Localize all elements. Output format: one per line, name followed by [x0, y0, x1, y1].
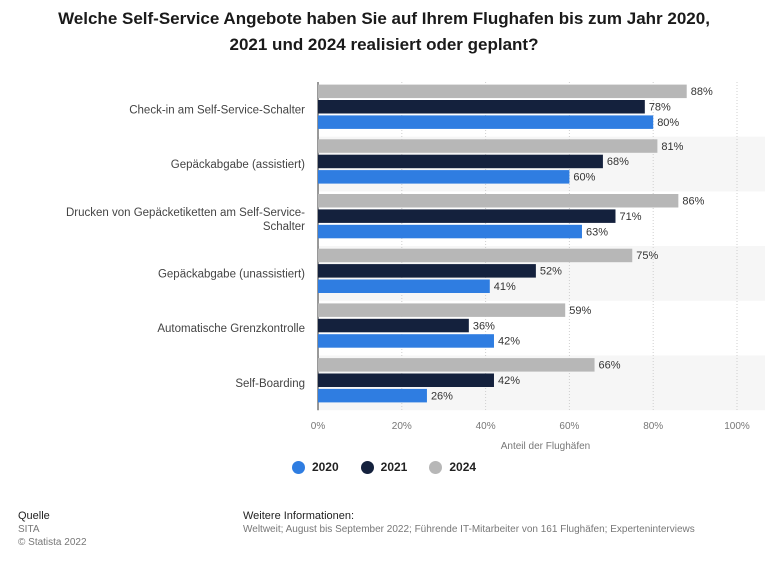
bar-2020 — [318, 224, 582, 239]
data-label-2024: 86% — [682, 196, 704, 208]
legend-label-2021: 2021 — [380, 460, 408, 474]
bar-chart: 0% 20% 40% 60% 80% 100% Anteil der Flughäfen Ch… — [65, 82, 750, 453]
bar-2021 — [318, 209, 616, 223]
bar-2020 — [318, 170, 570, 184]
legend-dot-2020 — [291, 460, 305, 474]
data-label-2020: 63% — [586, 226, 608, 238]
x-tick-label: 0% — [311, 421, 326, 432]
bar-2021 — [318, 318, 469, 333]
data-label-2021: 52% — [540, 266, 562, 278]
x-tick-label: 80% — [643, 421, 663, 432]
chart-title-line-1: Welche Self-Service Angebote haben Sie a… — [58, 9, 710, 28]
bar-2021 — [318, 100, 645, 114]
bar-2024 — [318, 303, 566, 317]
data-label-2021: 78% — [649, 102, 671, 114]
data-label-2020: 80% — [657, 117, 679, 129]
data-label-2024: 88% — [691, 86, 713, 98]
source-heading: Quelle — [18, 510, 50, 522]
x-tick-label: 40% — [476, 421, 496, 432]
bar-2024 — [318, 248, 633, 263]
bar-2021 — [318, 154, 603, 169]
data-label-2021: 36% — [473, 320, 495, 332]
info-heading: Weitere Informationen: — [243, 510, 355, 522]
x-tick-label: 20% — [392, 421, 412, 432]
data-label-2020: 42% — [498, 336, 520, 348]
data-label-2024: 66% — [599, 360, 621, 372]
legend-item-2024[interactable]: 2024 — [429, 460, 476, 474]
data-label-2021: 42% — [498, 375, 520, 387]
bar-2021 — [318, 264, 536, 278]
category-label: Drucken von Gepäcketiketten am Self-Serv… — [66, 207, 305, 219]
bar-2020 — [318, 334, 494, 348]
legend-label-2024: 2024 — [449, 460, 477, 474]
category-label: Gepäckabgabe (assistiert) — [171, 159, 305, 171]
bar-2024 — [318, 84, 687, 99]
bar-2020 — [318, 115, 654, 129]
x-tick-label: 100% — [724, 421, 750, 432]
chart-title: Welche Self-Service Angebote haben Sie a… — [40, 6, 728, 58]
category-label: Schalter — [263, 221, 305, 233]
legend-dot-2021 — [360, 460, 374, 474]
data-label-2024: 59% — [569, 305, 591, 317]
data-label-2021: 68% — [607, 156, 629, 168]
data-label-2024: 75% — [636, 250, 658, 262]
data-label-2020: 26% — [431, 390, 453, 402]
legend-item-2020[interactable]: 2020 — [291, 460, 339, 474]
category-label: Self-Boarding — [235, 378, 305, 390]
info-block: Weitere Informationen: Weltweit; August … — [243, 510, 695, 536]
x-tick-label: 60% — [559, 421, 579, 432]
chart-title-line-2: 2021 und 2024 realisiert oder geplant? — [229, 35, 539, 54]
bar-2024 — [318, 194, 679, 208]
bar-2020 — [318, 279, 490, 293]
data-label-2020: 60% — [573, 172, 595, 184]
legend: 2020 2021 2024 — [0, 460, 768, 474]
data-label-2020: 41% — [494, 281, 516, 293]
category-label: Check-in am Self-Service-Schalter — [129, 104, 305, 116]
info-text: Weltweit; August bis September 2022; Füh… — [243, 524, 695, 535]
category-label: Automatische Grenzkontrolle — [157, 323, 305, 335]
legend-dot-2024 — [429, 460, 443, 474]
data-label-2021: 71% — [619, 211, 641, 223]
legend-label-2020: 2020 — [311, 460, 339, 474]
data-label-2024: 81% — [661, 141, 683, 153]
source-block: Quelle SITA © Statista 2022 — [18, 510, 87, 549]
x-axis-title: Anteil der Flughäfen — [501, 441, 591, 452]
legend-item-2021[interactable]: 2021 — [360, 460, 408, 474]
bar-2021 — [318, 373, 494, 387]
bar-2024 — [318, 358, 595, 372]
bar-2020 — [318, 388, 427, 403]
bar-2024 — [318, 139, 658, 153]
copyright: © Statista 2022 — [18, 537, 87, 548]
source-name: SITA — [18, 524, 40, 535]
category-label: Gepäckabgabe (unassistiert) — [158, 268, 305, 280]
